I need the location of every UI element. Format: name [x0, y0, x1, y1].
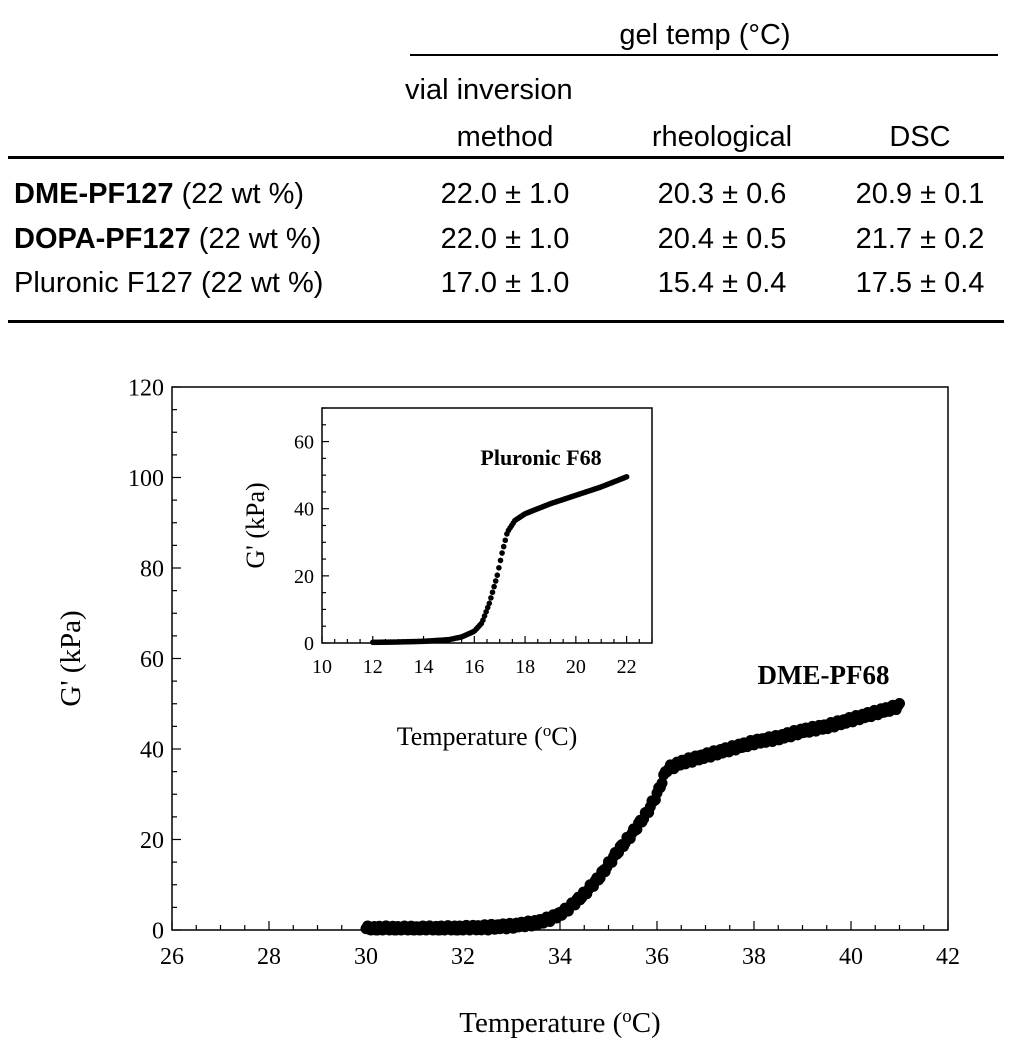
- main-series-dme-pf68: [360, 697, 905, 936]
- group-header-rule: [410, 54, 998, 56]
- inset-series-pluronic-f68: [369, 474, 630, 646]
- inset-data-point: [497, 557, 504, 564]
- table-cell: 20.9 ± 0.1: [855, 178, 985, 210]
- inset-data-point: [489, 589, 496, 596]
- table-cell: 21.7 ± 0.2: [855, 223, 985, 255]
- inset-data-point: [494, 572, 501, 578]
- table-row-name: DOPA-PF127 (22 wt %): [14, 222, 321, 256]
- inset-x-tick-label: 18: [515, 656, 535, 678]
- row-name-bold: DOPA-PF127: [14, 223, 191, 255]
- main-data-point: [656, 777, 668, 789]
- inset-data-point: [481, 613, 488, 619]
- main-x-tick-label: 34: [548, 944, 572, 970]
- column-header-rheological: rheological: [651, 121, 793, 153]
- main-x-tick-label: 32: [451, 944, 475, 970]
- main-y-tick-label: 60: [140, 647, 164, 673]
- main-x-tick-label: 40: [839, 944, 863, 970]
- main-series-label: DME-PF68: [758, 660, 890, 690]
- main-x-tick-label: 26: [160, 944, 184, 970]
- inset-data-point: [491, 583, 497, 590]
- table-cell: 15.4 ± 0.4: [657, 267, 787, 299]
- inset-data-point: [500, 543, 507, 550]
- inset-data-point: [483, 608, 489, 615]
- inset-x-tick-label: 20: [566, 656, 586, 678]
- table-cell: 22.0 ± 1.0: [440, 223, 570, 255]
- inset-data-point: [492, 578, 499, 584]
- inset-data-point: [623, 474, 630, 480]
- header-rule: [8, 156, 1004, 159]
- inset-data-point: [480, 617, 486, 623]
- inset-x-axis-label: Temperature (oC): [397, 721, 578, 752]
- inset-x-tick-label: 14: [414, 656, 434, 678]
- inset-y-tick-label: 20: [294, 566, 314, 588]
- column-header-vial-line1: vial inversion: [405, 74, 573, 106]
- inset-y-tick-label: 60: [294, 432, 314, 454]
- table-cell: 20.4 ± 0.5: [657, 223, 787, 255]
- figure-panel: 26 28 30 32 34 36 38 40 42 0 20 40 60 80 100 120 Tempera…: [0, 340, 1018, 1061]
- main-x-axis-label: Temperature (oC): [459, 1006, 660, 1040]
- inset-y-tick-label: 40: [294, 499, 314, 521]
- main-y-axis-label: G' (kPa): [55, 610, 87, 706]
- gel-temperature-table: gel temp (°C) vial inversion method rheo…: [0, 0, 1018, 340]
- main-x-tick-label: 42: [936, 944, 960, 970]
- row-name-bold: DME-PF127: [14, 178, 174, 210]
- main-data-point: [894, 697, 905, 709]
- column-header-dsc: DSC: [889, 121, 951, 153]
- inset-y-axis-label: G' (kPa): [241, 482, 270, 568]
- inset-x-tick-label: 10: [312, 656, 332, 678]
- inset-data-point: [496, 565, 502, 571]
- main-x-tick-label: 36: [645, 944, 669, 970]
- main-y-tick-label: 20: [140, 828, 164, 854]
- table-cell: 22.0 ± 1.0: [440, 178, 570, 210]
- inset-data-point: [488, 595, 494, 601]
- inset-x-tick-label: 22: [617, 656, 637, 678]
- row-name-rest: (22 wt %): [190, 223, 322, 255]
- main-y-tick-label: 80: [140, 556, 164, 582]
- group-header: gel temp (°C): [619, 19, 791, 51]
- table-row-name: DME-PF127 (22 wt %): [14, 177, 304, 211]
- inset-y-tick-label: 0: [304, 633, 314, 655]
- main-x-tick-label: 38: [742, 944, 766, 970]
- inset-data-point: [499, 550, 505, 556]
- inset-data-point: [484, 604, 491, 611]
- inset-x-tick-label: 16: [464, 656, 484, 678]
- table-row-name: Pluronic F127 (22 wt %): [14, 266, 323, 300]
- inset-series-label: Pluronic F68: [480, 445, 601, 470]
- inset-data-point: [502, 537, 509, 544]
- inset-x-tick-label: 12: [363, 656, 383, 678]
- table-cell: 20.3 ± 0.6: [657, 178, 787, 210]
- main-y-tick-label: 100: [128, 466, 164, 492]
- row-name-rest: Pluronic F127 (22 wt %): [14, 267, 324, 299]
- main-x-tick-label: 28: [257, 944, 281, 970]
- main-x-tick-label: 30: [354, 944, 378, 970]
- table-cell: 17.5 ± 0.4: [855, 267, 985, 299]
- inset-data-point: [486, 600, 493, 607]
- table-cell: 17.0 ± 1.0: [440, 267, 570, 299]
- main-y-tick-label: 0: [152, 918, 164, 944]
- main-y-tick-label: 40: [140, 737, 164, 763]
- main-y-tick-label: 120: [128, 375, 164, 401]
- column-header-vial-line2: method: [456, 121, 554, 153]
- gprime-vs-temperature-chart: 26 28 30 32 34 36 38 40 42020406080100120Tempera…: [55, 375, 960, 1040]
- row-name-rest: (22 wt %): [173, 178, 305, 210]
- bottom-rule: [8, 320, 1004, 323]
